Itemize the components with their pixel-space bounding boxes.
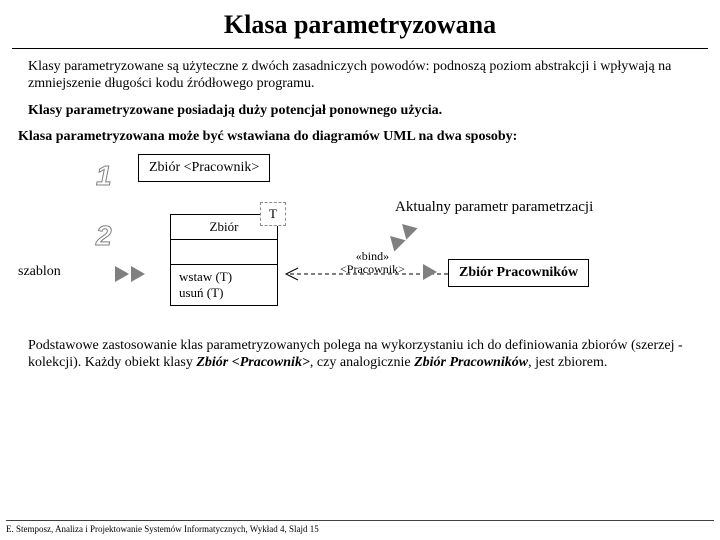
paragraph-2: Klasy parametryzowane posiadają duży pot… [0, 93, 720, 120]
box-zbior-pracownik: Zbiór <Pracownik> [138, 154, 270, 182]
paragraph-3: Klasa parametryzowana może być wstawiana… [0, 119, 720, 146]
uml-template-param: T [260, 202, 286, 226]
paragraph-4: Podstawowe zastosowanie klas parametryzo… [0, 334, 720, 372]
arrow-szablon [115, 266, 129, 282]
uml-op-1: wstaw (T) [179, 269, 269, 285]
uml-op-2: usuń (T) [179, 285, 269, 301]
szablon-label: szablon [18, 264, 61, 280]
uml-class-attrs [171, 240, 277, 265]
para4-em2: Zbiór Pracowników [414, 355, 528, 370]
para4-em1: Zbiór <Pracownik> [196, 355, 310, 370]
arrow-bind-right [423, 264, 437, 280]
uml-class-zbior: Zbiór wstaw (T) usuń (T) [170, 214, 278, 306]
uml-class-ops: wstaw (T) usuń (T) [171, 265, 277, 305]
marker-2: 2 [96, 220, 112, 252]
para4-suffix: , jest zbiorem. [528, 355, 607, 370]
marker-1: 1 [96, 160, 112, 192]
aktualny-label: Aktualny parametr parametrzacji [395, 199, 593, 216]
slide-footer: E. Stemposz, Analiza i Projektowanie Sys… [6, 520, 714, 534]
arrow-szablon-2 [131, 266, 145, 282]
box-zbior-pracownikow: Zbiór Pracowników [448, 259, 589, 287]
paragraph-1: Klasy parametryzowane są użyteczne z dwó… [0, 49, 720, 93]
para4-mid: , czy analogicznie [310, 355, 414, 370]
slide-title: Klasa parametryzowana [0, 0, 720, 48]
box-zbior-pracownikow-label: Zbiór Pracowników [449, 260, 588, 286]
diagram-area: 1 Zbiór <Pracownik> 2 Zbiór wstaw (T) us… [0, 154, 720, 334]
box-zbior-pracownik-label: Zbiór <Pracownik> [139, 155, 269, 181]
